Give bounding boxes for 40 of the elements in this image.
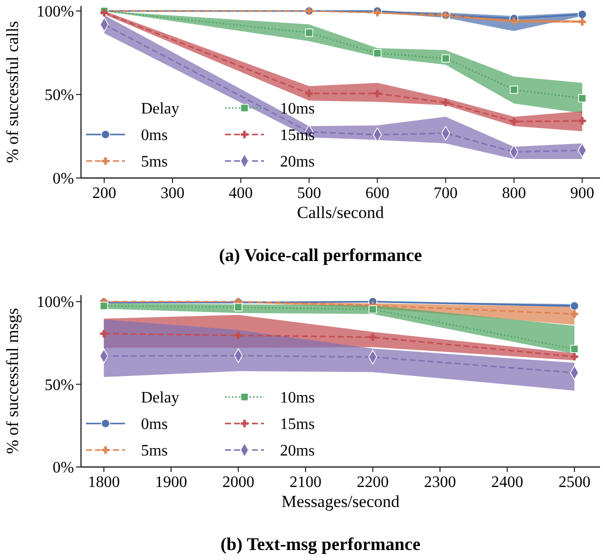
x-tick-label: 800 [502,185,526,202]
legend-label: 0ms [141,127,168,144]
x-tick-label: 2000 [222,474,254,491]
x-tick-label: 900 [570,185,594,202]
x-tick-label: 500 [297,185,322,202]
x-tick-label: 700 [434,185,458,202]
legend-label: 20ms [280,442,315,460]
legend-title: Delay [141,100,180,118]
x-tick-label: 200 [92,185,116,202]
legend-label: 15ms [280,127,315,144]
x-axis-title: Calls/second [297,203,384,222]
y-tick-label: 0% [52,170,74,188]
y-tick-label: 0% [52,460,74,477]
x-tick-label: 1800 [88,474,120,491]
y-tick-label: 50% [44,376,74,394]
legend-label: 10ms [280,100,315,118]
y-tick-label: 100% [36,4,74,21]
x-tick-label: 2300 [424,474,456,491]
legend-label: 5ms [141,154,168,171]
x-tick-label: 2100 [290,474,322,491]
x-tick-label: 400 [228,185,253,202]
x-axis-title: Messages/second [281,492,400,511]
legend-label: 20ms [280,154,315,171]
x-tick-label: 2400 [491,474,524,491]
legend-label: 0ms [141,416,168,434]
text: (b) Text-msg performance [220,534,420,554]
y-tick-label: 100% [36,294,74,312]
y-axis-title: % of successful calls [3,20,22,164]
legend-label: 5ms [141,442,168,460]
x-tick-label: 2200 [356,474,389,491]
legend-label: 10ms [280,390,315,407]
text: (a) Voice-call performance [219,245,422,265]
x-tick-label: 300 [160,185,185,202]
y-tick-label: 50% [44,87,74,104]
y-axis-title: % of successful msgs [3,308,22,454]
x-tick-label: 2500 [558,474,590,491]
x-tick-label: 1900 [155,474,188,491]
legend-title: Delay [141,390,180,407]
legend-label: 15ms [280,416,315,434]
x-tick-label: 600 [365,185,390,202]
